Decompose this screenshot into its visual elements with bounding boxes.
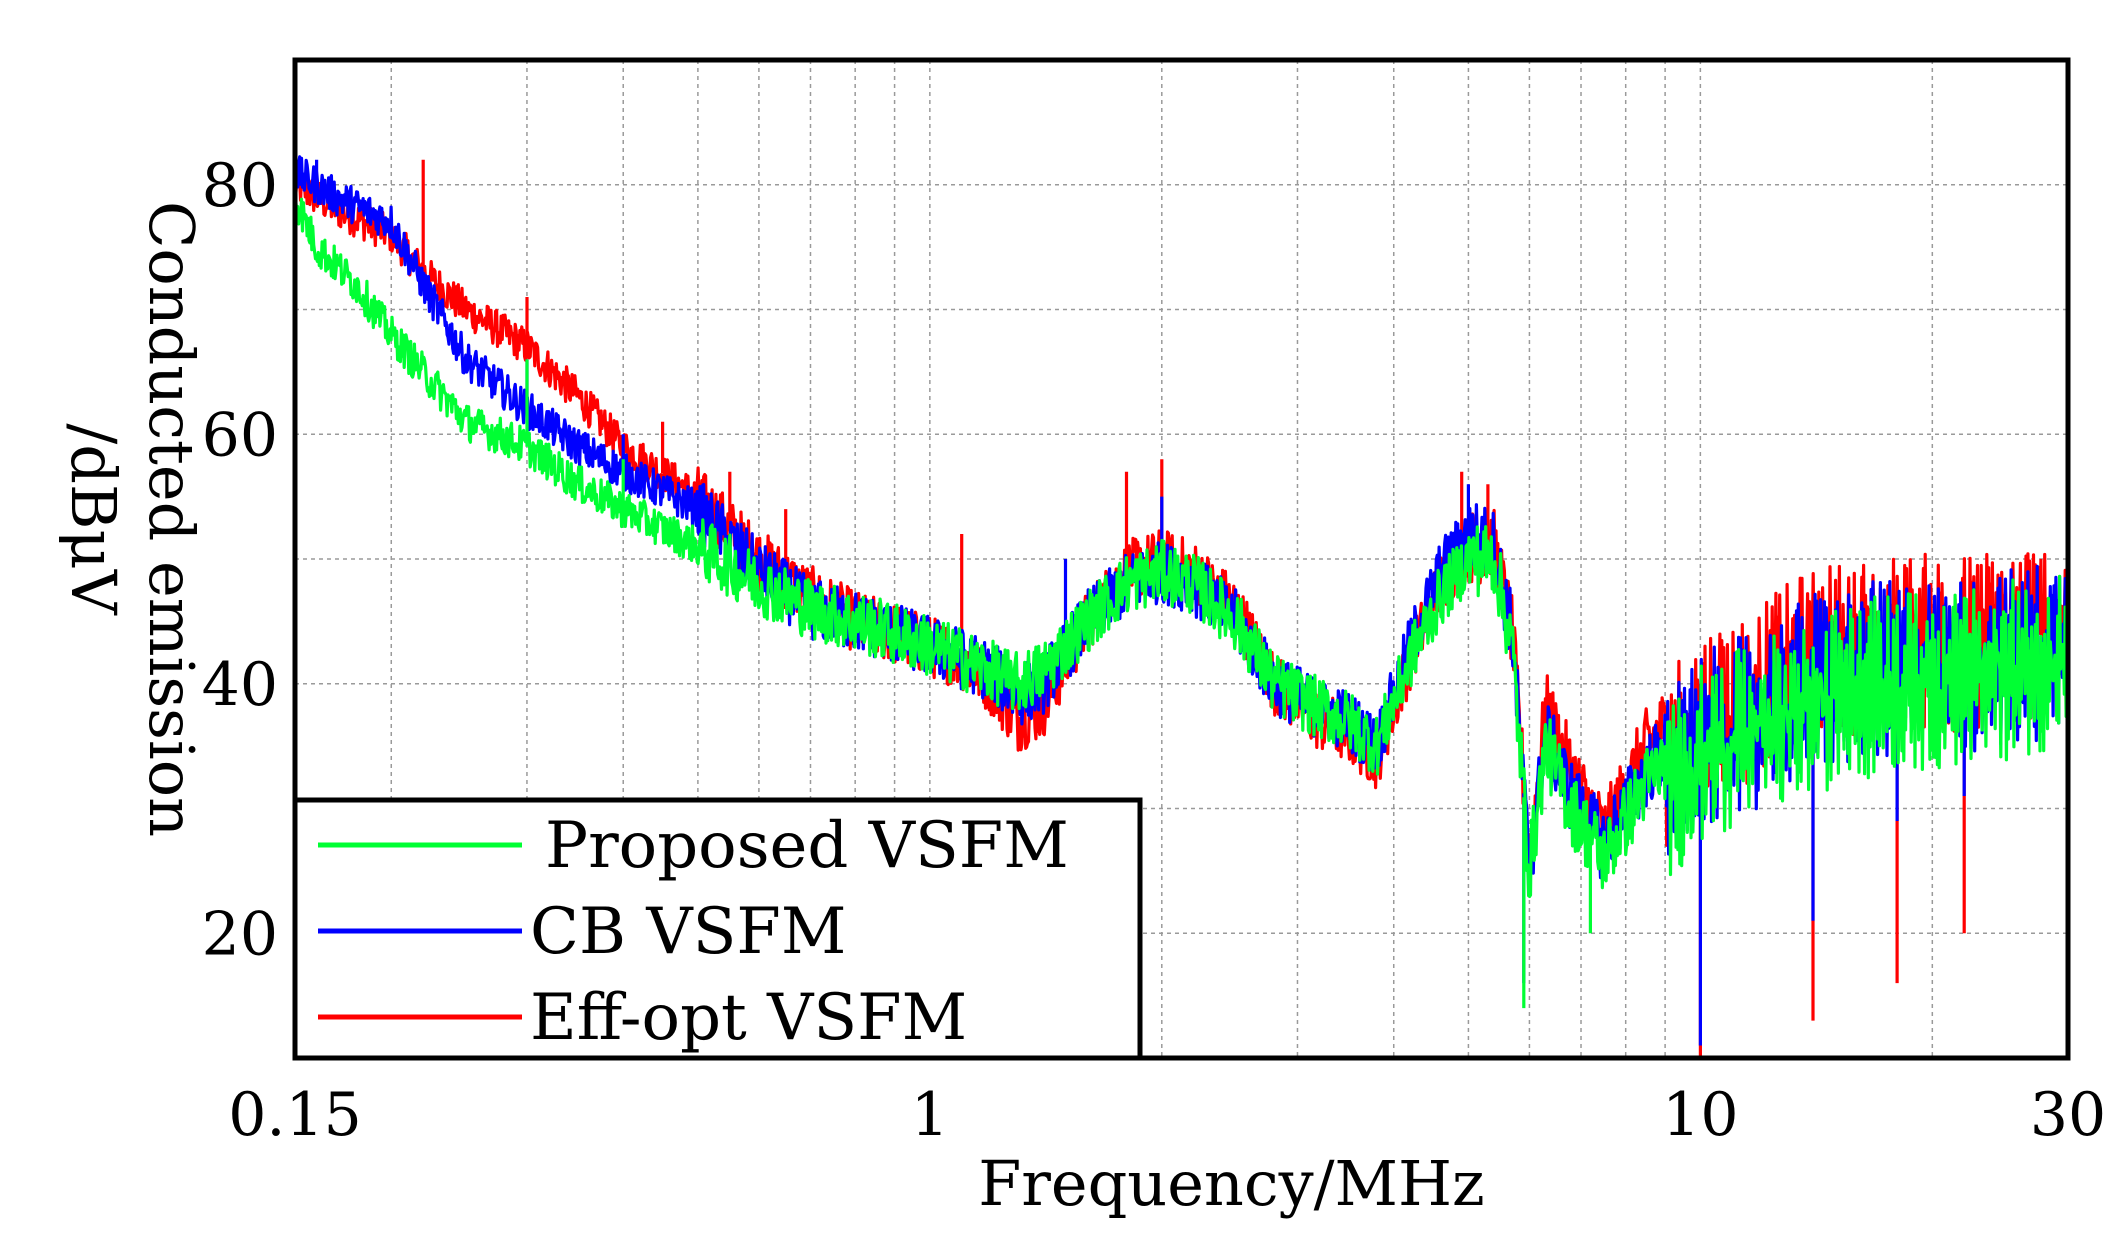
series-layer xyxy=(293,155,2070,1058)
y-tick-label: 20 xyxy=(202,899,278,969)
x-tick-label: 30 xyxy=(2030,1080,2106,1150)
x-tick-label: 0.15 xyxy=(228,1080,362,1150)
legend-label-proposed: Proposed VSFM xyxy=(545,809,1069,883)
plot-frame xyxy=(292,57,2071,1061)
y-axis-title-line-2: /dBμV xyxy=(57,423,130,615)
y-axis-title-line-1: Conducted emission xyxy=(135,201,208,837)
legend-label-cb: CB VSFM xyxy=(530,895,846,969)
x-tick-labels: 0.15 1 10 30 xyxy=(228,1080,2106,1150)
y-axis-title: Conducted emission /dBμV xyxy=(57,201,208,837)
y-tick-label: 40 xyxy=(202,650,278,720)
y-tick-label: 80 xyxy=(202,151,278,221)
legend: Proposed VSFM CB VSFM Eff-opt VSFM xyxy=(292,797,1143,1061)
y-tick-labels: 20 40 60 80 xyxy=(202,151,278,970)
x-tick-label: 10 xyxy=(1662,1080,1738,1150)
y-tick-label: 60 xyxy=(202,400,278,470)
series-line-proposed-vsfm xyxy=(293,197,2070,1009)
x-axis-title: Frequency/MHz xyxy=(978,1147,1484,1220)
x-tick-label: 1 xyxy=(911,1080,949,1150)
legend-label-eff-opt: Eff-opt VSFM xyxy=(530,981,967,1055)
